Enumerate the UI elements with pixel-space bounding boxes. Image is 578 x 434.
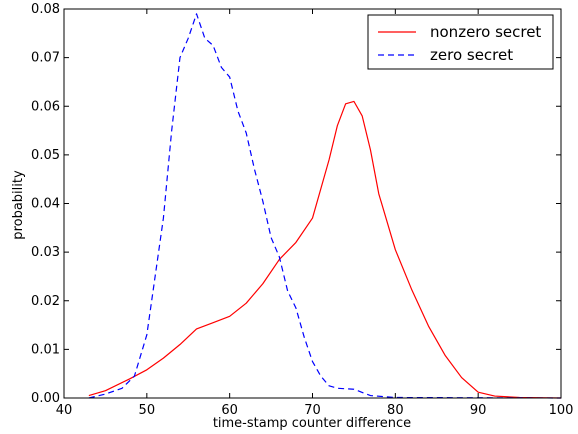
- y-axis-label: probability: [11, 170, 26, 240]
- legend-label-zero-secret: zero secret: [430, 46, 513, 64]
- x-tick-label: 60: [221, 403, 238, 418]
- x-tick-label: 70: [304, 403, 321, 418]
- y-tick-label: 0.08: [31, 2, 60, 17]
- legend-box: [367, 14, 554, 70]
- y-tick-label: 0.02: [31, 294, 60, 309]
- x-tick-label: 80: [387, 403, 404, 418]
- y-tick-label: 0.03: [31, 245, 60, 260]
- y-tick-label: 0.05: [31, 148, 60, 163]
- x-axis-label: time-stamp counter difference: [213, 416, 411, 431]
- y-tick-label: 0.04: [31, 197, 60, 212]
- x-tick-label: 100: [549, 403, 574, 418]
- series-line-zero-secret: [88, 13, 562, 399]
- x-tick-label: 40: [56, 403, 73, 418]
- y-tick-label: 0.06: [31, 99, 60, 114]
- y-tick-label: 0.07: [31, 51, 60, 66]
- legend-label-nonzero-secret: nonzero secret: [430, 23, 541, 41]
- x-tick-label: 50: [139, 403, 156, 418]
- y-tick-label: 0.01: [31, 342, 60, 357]
- x-tick-label: 90: [470, 403, 487, 418]
- legend: nonzero secret zero secret: [367, 14, 554, 70]
- y-tick-label: 0.00: [31, 391, 60, 406]
- series-line-nonzero-secret: [88, 100, 562, 399]
- axis-ticks: 40 50 60 70 80 90 100 0.00 0.01 0.02 0.03 0.04 0.05 0…: [31, 2, 573, 418]
